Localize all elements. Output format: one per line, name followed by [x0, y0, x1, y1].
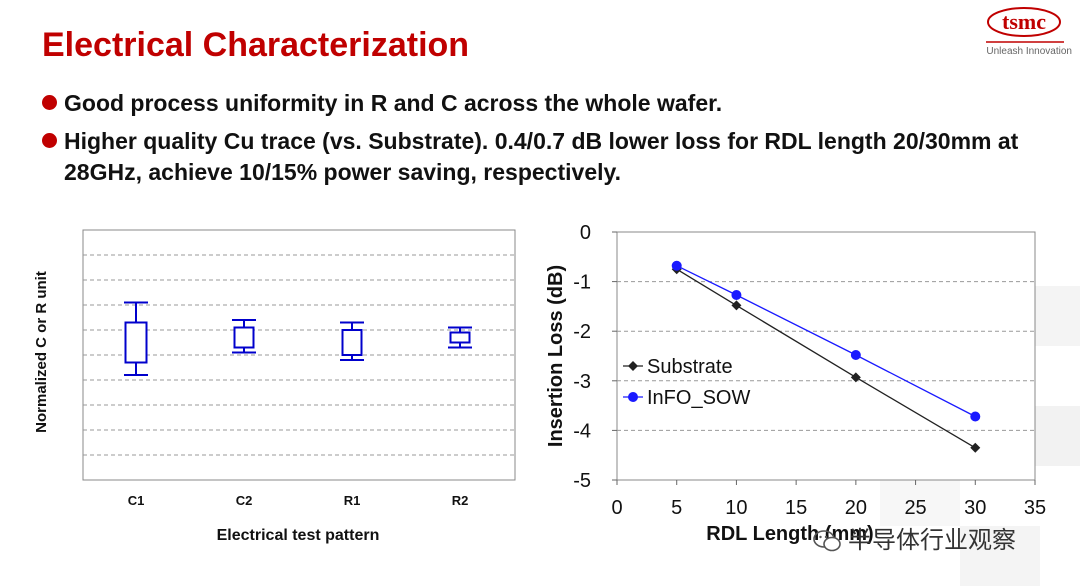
line-xticks: 0 5 10 15 20 25 30 35: [611, 480, 1046, 519]
bullet-dot-icon: [42, 133, 57, 148]
bullet-text: Good process uniformity in R and C acros…: [64, 90, 723, 116]
boxplot-chart: C1 C2 R1 R2 Electrical test pattern Normali…: [33, 229, 516, 544]
box-c2: [232, 319, 256, 354]
box-r2: [448, 326, 472, 349]
line-xtick-label: 20: [845, 497, 867, 519]
series-point: [731, 300, 742, 311]
boxplot-ylabel: Normalized C or R unit: [33, 271, 50, 433]
bullet-list: Good process uniformity in R and C acros…: [40, 88, 1040, 195]
series-substrate: [671, 264, 981, 453]
boxplot-xtick-label: C2: [236, 493, 253, 508]
bullet-item: Good process uniformity in R and C acros…: [40, 88, 1040, 119]
boxplot-marks: [124, 301, 472, 376]
box-body: [341, 329, 363, 356]
boxplot-gridlines: [83, 254, 515, 456]
line-ytick-label: 0: [580, 222, 591, 244]
tsmc-logo: tsmc: [986, 7, 1064, 43]
series-point: [850, 372, 861, 383]
line-xtick-label: 10: [725, 497, 747, 519]
box-r1: [340, 321, 364, 361]
boxplot-xtick-label: R1: [344, 493, 361, 508]
box-body: [233, 326, 255, 349]
logo-tagline: Unleash Innovation: [986, 46, 1072, 57]
line-plot-area: [616, 231, 1036, 481]
line-ytick-label: -5: [573, 470, 591, 492]
boxplot-xtick-label: C1: [128, 493, 145, 508]
series-point: [970, 411, 981, 422]
series-point: [850, 350, 861, 361]
boxplot-xticks: C1 C2 R1 R2: [128, 493, 469, 508]
bullet-text: Higher quality Cu trace (vs. Substrate).…: [64, 128, 1019, 185]
boxplot-xlabel: Electrical test pattern: [217, 527, 380, 544]
series-line: [676, 265, 976, 418]
line-ytick-label: -3: [573, 371, 591, 393]
slide-title: Electrical Characterization: [42, 26, 470, 64]
legend-marker: [628, 392, 638, 402]
line-ytick-label: -1: [573, 272, 591, 294]
line-xtick-label: 25: [904, 497, 926, 519]
line-xtick-label: 30: [964, 497, 986, 519]
legend-marker: [628, 361, 638, 371]
box-body: [449, 331, 471, 344]
line-ylabel: Insertion Loss (dB): [545, 265, 567, 447]
series-line: [676, 268, 976, 449]
line-series: [671, 260, 981, 453]
logo-wordmark: tsmc: [1002, 9, 1046, 34]
watermark-text: 半导体行业观察: [848, 526, 1016, 554]
line-xtick-label: 5: [671, 497, 682, 519]
boxplot-xtick-label: R2: [452, 493, 469, 508]
wechat-icon: [813, 530, 841, 552]
line-xtick-label: 15: [785, 497, 807, 519]
box-c1: [124, 301, 148, 376]
series-point: [731, 289, 742, 300]
watermark: 半导体行业观察: [812, 520, 1016, 555]
line-xtick-label: 0: [611, 497, 622, 519]
bullet-dot-icon: [42, 95, 57, 110]
series-info-sow: [671, 260, 981, 422]
legend-label: InFO_SOW: [647, 387, 750, 409]
line-chart: 0 -1 -2 -3 -4 -5 0 5 10 15 20 25 30 35 Substrate InFO…: [545, 222, 1046, 545]
series-point: [970, 442, 981, 453]
series-point: [671, 260, 682, 271]
line-xtick-label: 35: [1024, 497, 1046, 519]
line-ytick-label: -4: [573, 420, 591, 442]
line-legend: Substrate InFO_SOW: [623, 356, 750, 409]
legend-label: Substrate: [647, 356, 733, 378]
box-body: [124, 321, 148, 364]
line-ytick-label: -2: [573, 321, 591, 343]
line-yticks: 0 -1 -2 -3 -4 -5: [573, 222, 617, 492]
bullet-item: Higher quality Cu trace (vs. Substrate).…: [40, 126, 1040, 188]
